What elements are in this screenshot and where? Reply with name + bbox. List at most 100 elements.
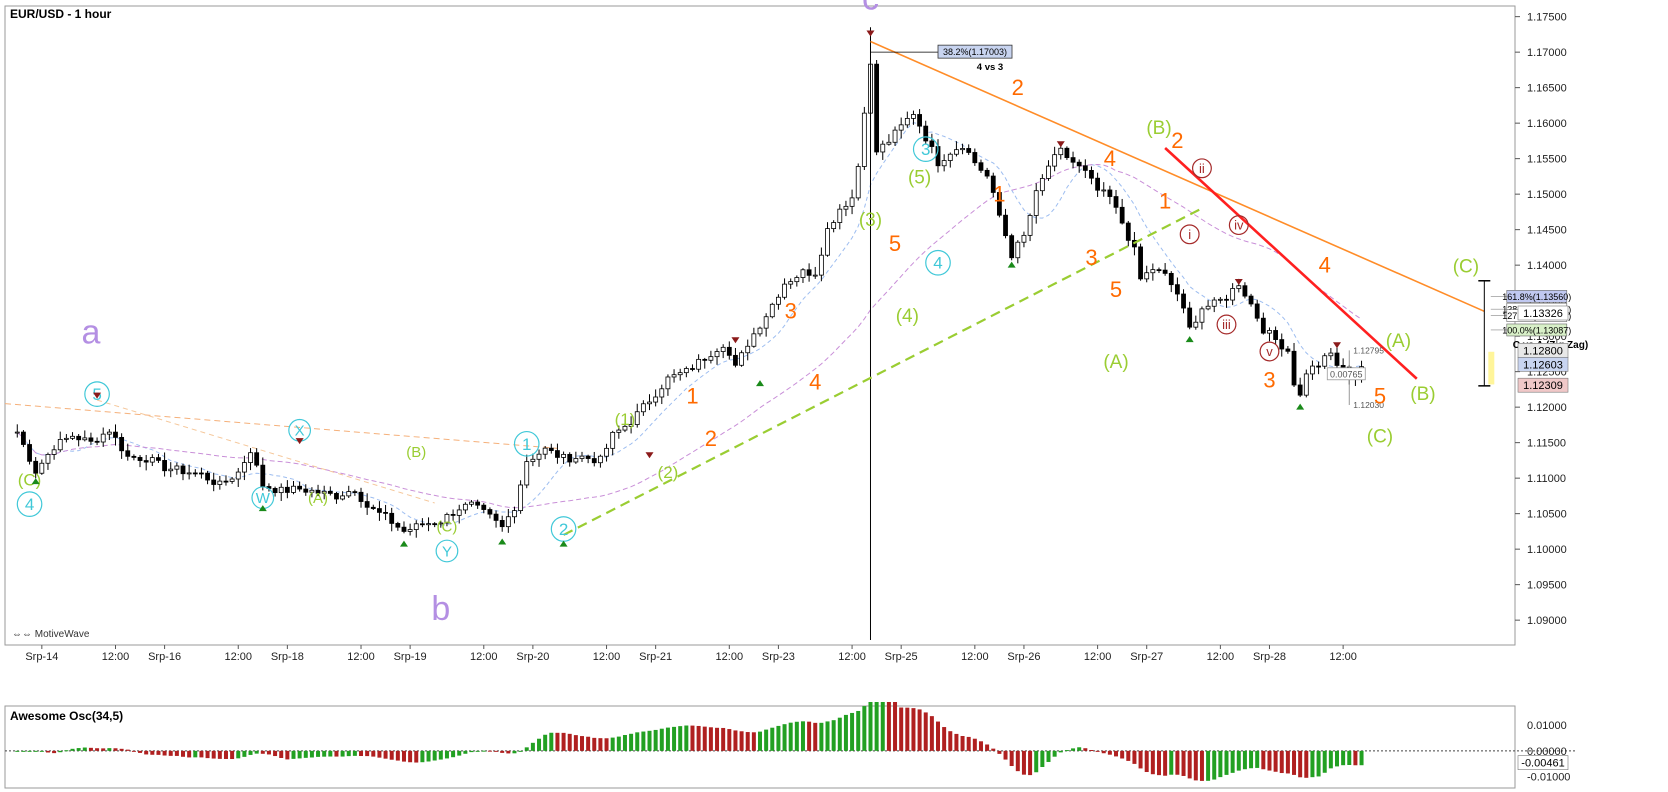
price-chart[interactable]: 1.17500 1.17000 1.16500 1.16000 1.15500 1.150… [0, 0, 1668, 690]
osc-bar [579, 736, 584, 751]
candle-body [1058, 147, 1064, 156]
osc-bar [359, 750, 364, 756]
candle-body [1089, 170, 1094, 179]
osc-bar [1169, 750, 1174, 775]
candle-body [63, 437, 69, 440]
wave-label: 2 [1171, 128, 1183, 153]
wave-label-circle [16, 491, 43, 517]
osc-bar [64, 750, 69, 752]
candle-body [1205, 305, 1211, 310]
osc-bar [690, 725, 695, 751]
candle-body [125, 450, 131, 457]
osc-bar [1353, 750, 1358, 766]
osc-bar [389, 750, 394, 760]
candle-body [579, 455, 585, 459]
candle-body [518, 484, 524, 512]
osc-bar [604, 738, 609, 751]
osc-bar [911, 708, 916, 751]
candle-body [653, 396, 659, 403]
candle-body [880, 143, 886, 153]
osc-bar [1273, 750, 1278, 772]
osc-bar [414, 750, 419, 763]
y-tick-label: 1.10500 [1527, 509, 1567, 521]
osc-bar [39, 750, 44, 752]
osc-bar [678, 726, 683, 751]
osc-bar [1046, 750, 1051, 762]
osc-bar [168, 750, 173, 756]
osc-bar [162, 750, 167, 756]
candle-body [769, 303, 775, 318]
osc-bar [923, 712, 928, 751]
candle-body [947, 153, 953, 161]
wave-label: a [81, 313, 100, 351]
osc-bar [1242, 750, 1247, 770]
candle-body [714, 351, 720, 358]
candle-body [1291, 350, 1297, 386]
candle-body [512, 510, 517, 518]
measure-low: 1.12030 [1353, 400, 1384, 410]
candle-body [395, 523, 401, 528]
candle-body [763, 316, 769, 329]
candle-body [21, 431, 26, 445]
wave-label: (1) [615, 410, 636, 429]
y-tick-label: 1.17000 [1527, 47, 1567, 59]
x-tick-label: Srp-19 [394, 651, 427, 663]
osc-bar [739, 731, 744, 751]
osc-bar [27, 750, 32, 752]
osc-bar [401, 750, 406, 762]
wave-label: 4 [1104, 146, 1116, 171]
osc-bar [1021, 750, 1026, 775]
candle-body [327, 490, 333, 494]
wave-label: (2) [658, 463, 679, 482]
y-tick-label: 1.09500 [1527, 580, 1567, 592]
candle-body [168, 468, 174, 472]
wave-label: (3) [859, 210, 882, 231]
osc-bar [586, 736, 591, 751]
candle-body [604, 447, 609, 457]
wave-label: 3 [1263, 367, 1275, 392]
wave-label: (C) [437, 518, 458, 535]
osc-tick-label: 0.01000 [1527, 720, 1567, 732]
osc-bar [745, 732, 750, 751]
wave-label: 1 [1159, 188, 1171, 213]
candle-body [149, 457, 155, 463]
candle-body [321, 490, 327, 494]
candle-body [131, 455, 137, 458]
osc-bar [1212, 750, 1217, 780]
osc-bar [1255, 750, 1260, 768]
osc-bar [70, 748, 75, 751]
x-tick-label: Srp-20 [516, 651, 549, 663]
osc-bar [500, 750, 505, 753]
osc-bar [1040, 750, 1045, 768]
candle-body [1328, 352, 1334, 357]
osc-bar [954, 733, 959, 751]
orange-dashed-trendline-2 [96, 399, 435, 504]
osc-bar [45, 750, 50, 753]
osc-bar [843, 714, 848, 751]
wave-label: 1 [686, 384, 698, 409]
osc-bar [893, 702, 898, 751]
wave-label: 1 [993, 181, 1005, 206]
wave-label: (C) [1453, 256, 1479, 277]
osc-bar [696, 725, 701, 751]
measure-range: 0.00765 [1330, 369, 1363, 379]
wave-label-circle [1259, 341, 1280, 362]
candle-body [843, 205, 849, 210]
candle-body [1095, 177, 1101, 191]
osc-bar [1156, 750, 1161, 776]
osc-bar [936, 721, 941, 751]
osc-bar [665, 727, 670, 751]
y-tick-label: 1.11500 [1527, 438, 1566, 450]
osc-bar [942, 727, 947, 751]
pivot-marker [258, 505, 267, 512]
osc-bar [95, 748, 100, 751]
candle-body [211, 479, 217, 485]
awesome-oscillator-chart[interactable]: 0.01000 0.00000 -0.01000-0.00461 [0, 702, 1668, 792]
candle-body [426, 523, 431, 526]
candle-body [505, 516, 511, 528]
osc-bar [1316, 750, 1321, 777]
y-tick-label: 1.10000 [1527, 544, 1567, 556]
wave-label: b [431, 590, 450, 628]
candle-body [100, 433, 106, 443]
osc-bar [561, 732, 566, 751]
